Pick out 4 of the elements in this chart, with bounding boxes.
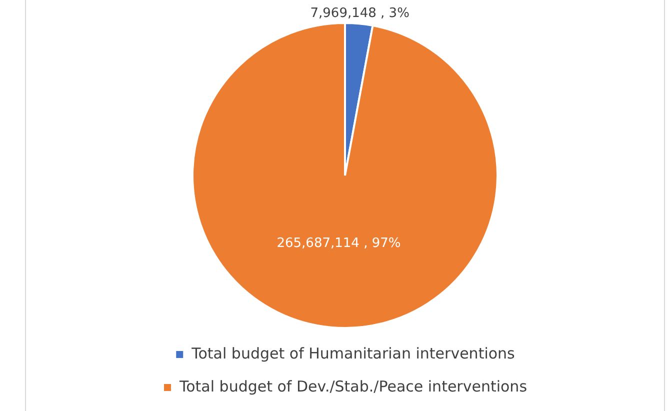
data-label: 265,687,114 , 97%	[276, 236, 401, 252]
data-label: 7,969,148 , 3%	[310, 6, 410, 22]
legend-label: Total budget of Dev./Stab./Peace interventions	[178, 377, 528, 396]
legend-label: Total budget of Humanitarian interventions	[190, 344, 516, 362]
